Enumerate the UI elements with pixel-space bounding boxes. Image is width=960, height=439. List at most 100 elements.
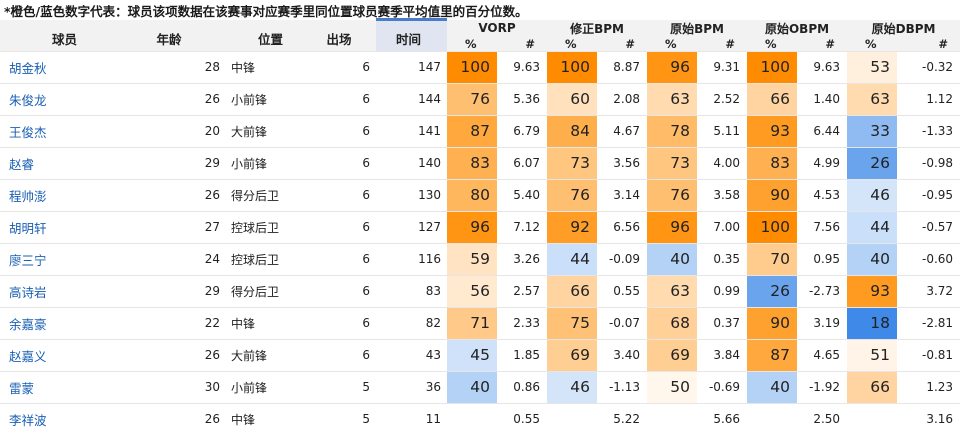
subheader-value[interactable]: # (697, 36, 748, 51)
percentile-cell: 96 (647, 50, 698, 83)
player-name-link[interactable]: 胡金秋 (0, 50, 120, 83)
subheader-percentile[interactable]: % (647, 36, 698, 51)
value-cell: -0.60 (897, 242, 960, 275)
player-name-link[interactable]: 廖三宁 (0, 242, 120, 275)
value-cell: -1.13 (597, 370, 648, 403)
value-cell: 6.07 (497, 146, 547, 179)
value-cell: 3.14 (597, 178, 648, 211)
value-cell: 0.55 (597, 274, 648, 307)
percentile-cell: 70 (747, 242, 798, 275)
games-cell: 5 (310, 402, 376, 435)
header-minutes-sorted[interactable]: 时间 (376, 18, 447, 51)
header-vorp[interactable]: VORP (447, 19, 547, 37)
value-cell: 7.56 (797, 210, 848, 243)
subheader-value[interactable]: # (897, 36, 960, 51)
player-name-link[interactable]: 余嘉豪 (0, 306, 120, 339)
position-cell: 小前锋 (226, 146, 310, 179)
games-cell: 6 (310, 114, 376, 147)
header-raw-dbpm[interactable]: 原始DBPM (847, 19, 960, 37)
subheader-percentile[interactable]: % (547, 36, 597, 51)
percentile-cell: 33 (847, 114, 898, 147)
value-cell: 5.11 (697, 114, 748, 147)
subheader-value[interactable]: # (597, 36, 648, 51)
percentile-cell: 92 (547, 210, 597, 243)
player-name-link[interactable]: 雷蒙 (0, 370, 120, 403)
percentile-cell: 84 (547, 114, 597, 147)
header-raw-obpm[interactable]: 原始OBPM (747, 19, 848, 37)
value-cell: -0.32 (897, 50, 960, 83)
player-name-link[interactable]: 高诗岩 (0, 274, 120, 307)
minutes-cell: 36 (376, 370, 447, 403)
value-cell: -0.81 (897, 338, 960, 371)
position-cell: 小前锋 (226, 82, 310, 115)
games-cell: 6 (310, 242, 376, 275)
value-cell: 7.00 (697, 210, 748, 243)
player-name-link[interactable]: 赵睿 (0, 146, 120, 179)
age-cell: 30 (120, 370, 226, 403)
minutes-cell: 82 (376, 306, 447, 339)
value-cell: 6.44 (797, 114, 848, 147)
value-cell: -2.73 (797, 274, 848, 307)
player-name-link[interactable]: 朱俊龙 (0, 82, 120, 115)
subheader-value[interactable]: # (497, 36, 547, 51)
percentile-cell: 83 (747, 146, 798, 179)
value-cell: 0.55 (497, 402, 547, 435)
minutes-cell: 83 (376, 274, 447, 307)
table-row: 廖三宁 24 控球后卫 6 116 59 3.26 44 -0.09 40 0.35 70 0.95 40… (0, 242, 960, 275)
header-games[interactable]: 出场 (310, 19, 376, 51)
header-age[interactable]: 年龄 (120, 19, 226, 51)
position-cell: 控球后卫 (226, 242, 310, 275)
percentile-cell (647, 402, 698, 435)
games-cell: 6 (310, 50, 376, 83)
player-name-link[interactable]: 李祥波 (0, 402, 120, 435)
percentile-cell: 100 (547, 50, 597, 83)
table-row: 朱俊龙 26 小前锋 6 144 76 5.36 60 2.08 63 2.52 66 1.40 63 1.… (0, 82, 960, 115)
minutes-cell: 11 (376, 402, 447, 435)
percentile-cell: 63 (647, 82, 698, 115)
minutes-cell: 130 (376, 178, 447, 211)
value-cell: 1.23 (897, 370, 960, 403)
position-cell: 得分后卫 (226, 178, 310, 211)
value-cell: 0.95 (797, 242, 848, 275)
percentile-cell: 40 (847, 242, 898, 275)
subheader-value[interactable]: # (797, 36, 848, 51)
subheader-percentile[interactable]: % (847, 36, 898, 51)
value-cell: -0.07 (597, 306, 648, 339)
table-row: 胡金秋 28 中锋 6 147 100 9.63 100 8.87 96 9.31 100 9.63 53… (0, 50, 960, 83)
player-name-link[interactable]: 赵嘉义 (0, 338, 120, 371)
value-cell: 0.37 (697, 306, 748, 339)
games-cell: 6 (310, 306, 376, 339)
percentile-cell: 71 (447, 306, 497, 339)
value-cell: 5.66 (697, 402, 748, 435)
value-cell: 7.12 (497, 210, 547, 243)
table-row: 王俊杰 20 大前锋 6 141 87 6.79 84 4.67 78 5.11 93 6.44 33 -1… (0, 114, 960, 147)
header-adjusted-bpm[interactable]: 修正BPM (547, 19, 648, 37)
games-cell: 5 (310, 370, 376, 403)
value-cell: 2.50 (797, 402, 848, 435)
position-cell: 中锋 (226, 50, 310, 83)
value-cell: 9.63 (497, 50, 547, 83)
percentile-cell: 66 (547, 274, 597, 307)
value-cell: 1.85 (497, 338, 547, 371)
value-cell: 3.40 (597, 338, 648, 371)
header-player[interactable]: 球员 (0, 19, 120, 51)
value-cell: 3.56 (597, 146, 648, 179)
value-cell: 0.99 (697, 274, 748, 307)
header-position[interactable]: 位置 (226, 19, 310, 51)
percentile-cell: 46 (847, 178, 898, 211)
player-name-link[interactable]: 王俊杰 (0, 114, 120, 147)
player-name-link[interactable]: 程帅澎 (0, 178, 120, 211)
value-cell: 5.36 (497, 82, 547, 115)
player-name-link[interactable]: 胡明轩 (0, 210, 120, 243)
percentile-cell: 60 (547, 82, 597, 115)
table-row: 程帅澎 26 得分后卫 6 130 80 5.40 76 3.14 76 3.58 90 4.53 46-… (0, 178, 960, 211)
percentile-cell: 100 (747, 50, 798, 83)
subheader-percentile[interactable]: % (747, 36, 798, 51)
legend-note: *橙色/蓝色数字代表：球员该项数据在该赛事对应赛季里同位置球员赛季平均值里的百分… (4, 4, 528, 19)
header-raw-bpm[interactable]: 原始BPM (647, 19, 748, 37)
subheader-percentile[interactable]: % (447, 36, 497, 51)
value-cell: 2.08 (597, 82, 648, 115)
age-cell: 26 (120, 402, 226, 435)
value-cell: 1.12 (897, 82, 960, 115)
percentile-cell: 53 (847, 50, 898, 83)
